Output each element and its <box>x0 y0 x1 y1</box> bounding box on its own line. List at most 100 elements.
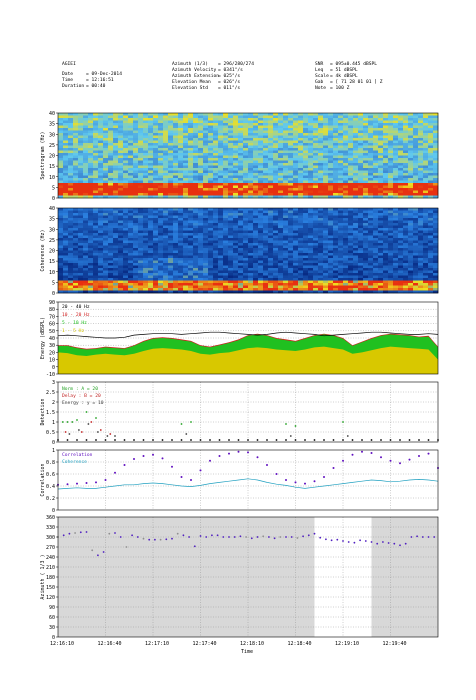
heatmap-cell <box>188 148 194 151</box>
heatmap-cell <box>183 240 189 244</box>
heatmap-cell <box>423 180 429 184</box>
heatmap-cell <box>163 140 169 144</box>
heatmap-cell <box>163 220 169 224</box>
heatmap-cell <box>308 185 314 189</box>
heatmap-cell <box>228 170 234 174</box>
heatmap-cell <box>118 135 124 139</box>
heatmap-cell <box>428 260 434 264</box>
heatmap-cell <box>248 170 254 174</box>
heatmap-cell <box>103 210 109 214</box>
heatmap-cell <box>63 210 69 214</box>
heatmap-cell <box>288 195 294 199</box>
heatmap-cell <box>433 143 439 146</box>
heatmap-cell <box>413 125 419 129</box>
heatmap-cell <box>103 230 109 234</box>
heatmap-cell <box>383 138 389 141</box>
heatmap-cell <box>408 163 414 166</box>
heatmap-cell <box>208 178 214 181</box>
heatmap-cell <box>383 273 389 276</box>
heatmap-cell <box>258 140 264 144</box>
heatmap-cell <box>363 165 369 169</box>
heatmap-cell <box>83 183 89 186</box>
heatmap-cell <box>143 248 149 251</box>
heatmap-cell <box>363 175 369 179</box>
heatmap-cell <box>178 253 184 256</box>
heatmap-cell <box>138 165 144 169</box>
heatmap-cell <box>433 115 439 119</box>
heatmap-cell <box>153 228 159 231</box>
heatmap-cell <box>343 125 349 129</box>
heatmap-cell <box>303 125 309 129</box>
heatmap-cell <box>138 278 144 281</box>
heatmap-cell <box>218 215 224 219</box>
heatmap-cell <box>318 275 324 279</box>
heatmap-cell <box>73 155 79 159</box>
heatmap-cell <box>328 275 334 279</box>
heatmap-cell <box>313 165 319 169</box>
heatmap-cell <box>413 215 419 219</box>
heatmap-cell <box>168 228 174 231</box>
heatmap-cell <box>208 170 214 174</box>
heatmap-cell <box>433 250 439 254</box>
azimuth-label: Azimuth (1/3) <box>172 62 208 67</box>
heatmap-cell <box>128 235 134 239</box>
heatmap-cell <box>218 143 224 146</box>
heatmap-cell <box>278 228 284 231</box>
heatmap-cell <box>393 245 399 249</box>
heatmap-cell <box>98 195 104 199</box>
heatmap-cell <box>388 113 394 116</box>
heatmap-cell <box>103 273 109 276</box>
heatmap-cell <box>113 268 119 271</box>
heatmap-cell <box>273 208 279 211</box>
heatmap-cell <box>268 140 274 144</box>
heatmap-cell <box>218 118 224 121</box>
heatmap-cell <box>63 233 69 236</box>
heatmap-cell <box>378 218 384 221</box>
heatmap-cell <box>138 143 144 146</box>
heatmap-cell <box>373 123 379 126</box>
heatmap-cell <box>353 245 359 249</box>
heatmap-cell <box>98 153 104 156</box>
heatmap-cell <box>228 215 234 219</box>
heatmap-cell <box>153 148 159 151</box>
heatmap-cell <box>93 270 99 274</box>
heatmap-cell <box>353 235 359 239</box>
heatmap-cell <box>428 170 434 174</box>
heatmap-cell <box>198 148 204 151</box>
heatmap-cell <box>293 253 299 256</box>
heatmap-cell <box>93 208 99 211</box>
heatmap-cell <box>288 228 294 231</box>
heatmap-cell <box>188 150 194 154</box>
heatmap-cell <box>118 215 124 219</box>
heatmap-cell <box>278 188 284 191</box>
heatmap-cell <box>108 278 114 281</box>
heatmap-cell <box>393 115 399 119</box>
heatmap-cell <box>433 180 439 184</box>
heatmap-cell <box>363 265 369 269</box>
heatmap-cell <box>423 280 429 284</box>
heatmap-cell <box>263 255 269 259</box>
heatmap-cell <box>338 215 344 219</box>
heatmap-cell <box>163 213 169 216</box>
heatmap-cell <box>103 113 109 116</box>
heatmap-cell <box>348 253 354 256</box>
heatmap-cell <box>258 223 264 226</box>
heatmap-cell <box>138 233 144 236</box>
heatmap-cell <box>263 210 269 214</box>
heatmap-cell <box>138 160 144 164</box>
heatmap-cell <box>303 275 309 279</box>
heatmap-cell <box>368 213 374 216</box>
heatmap-cell <box>128 283 134 286</box>
heatmap-cell <box>198 213 204 216</box>
heatmap-cell <box>428 160 434 164</box>
heatmap-cell <box>193 228 199 231</box>
heatmap-cell <box>158 175 164 179</box>
heatmap-cell <box>353 123 359 126</box>
heatmap-cell <box>433 240 439 244</box>
heatmap-cell <box>348 230 354 234</box>
heatmap-cell <box>253 230 259 234</box>
heatmap-cell <box>363 213 369 216</box>
heatmap-cell <box>73 243 79 246</box>
heatmap-cell <box>238 128 244 131</box>
heatmap-cell <box>408 168 414 171</box>
